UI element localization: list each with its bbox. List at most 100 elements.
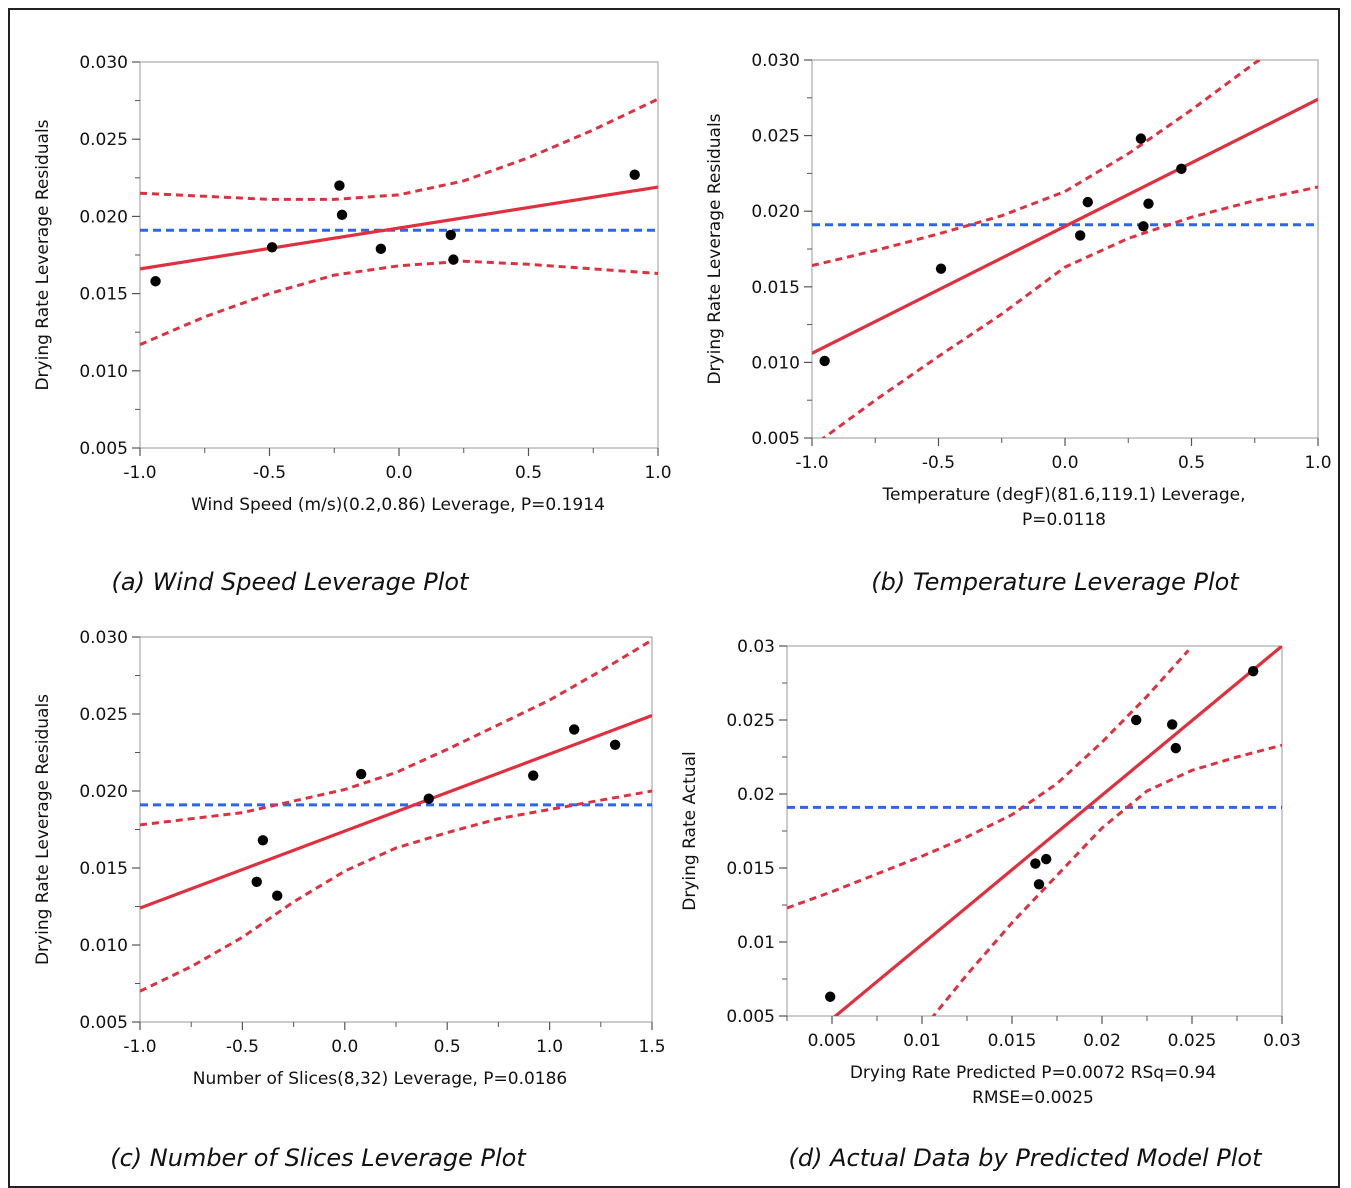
lower-confidence-curve (931, 743, 1282, 1016)
chart-panel-2: 0.005 0.010 0.015 0.020 0.025 0.030 -1.0 -0.5 0.… (705, 51, 1332, 596)
y-tick-label: 0.010 (79, 936, 128, 956)
fit-line (140, 185, 658, 271)
y-tick-label: 0.005 (79, 1013, 128, 1033)
x-tick-label: 0.03 (1263, 1031, 1301, 1051)
figure-frame (8, 8, 1340, 1188)
upper-confidence-curve (140, 97, 658, 201)
x-tick-label: 0.5 (515, 463, 542, 483)
data-point (1033, 879, 1045, 890)
x-tick-label: 0.0 (1051, 453, 1078, 473)
data-point (1135, 133, 1147, 144)
y-tick-label: 0.010 (751, 353, 800, 373)
x-axis-label: Temperature (degF)(81.6,119.1) Leverage, (882, 485, 1246, 505)
y-tick-label: 0.005 (79, 439, 128, 459)
lower-confidence-curve (821, 185, 1318, 438)
x-axis-label: P=0.0118 (1022, 510, 1106, 530)
y-tick-label: 0.025 (79, 705, 128, 725)
x-tick-label: 0.02 (1083, 1031, 1121, 1051)
data-point (1131, 714, 1142, 726)
plot-area (139, 636, 653, 1023)
data-point (272, 890, 283, 901)
data-point (528, 770, 539, 781)
data-point (1167, 719, 1178, 730)
x-tick-label: -0.5 (922, 453, 955, 473)
data-point (355, 768, 367, 780)
upper-confidence-curve (140, 638, 652, 827)
data-point (1041, 853, 1052, 865)
y-axis-label: Drying Rate Leverage Residuals (705, 113, 725, 384)
y-axis-label: Drying Rate Leverage Residuals (33, 119, 53, 390)
data-point (1248, 665, 1259, 677)
data-point (251, 876, 262, 888)
panel-caption: (d) Actual Data by Predicted Model Plot (789, 1144, 1264, 1172)
data-point (935, 263, 947, 274)
fit-line (812, 97, 1318, 355)
x-axis-label: Drying Rate Predicted P=0.0072 RSq=0.94 (850, 1063, 1216, 1083)
x-tick-label: -1.0 (123, 1037, 156, 1057)
x-axis-label: Wind Speed (m/s)(0.2,0.86) Leverage, P=0… (191, 495, 605, 515)
data-point (336, 209, 348, 221)
x-tick-label: -1.0 (795, 453, 828, 473)
x-axis-label: Number of Slices(8,32) Leverage, P=0.018… (193, 1069, 568, 1089)
x-tick-label: 0.5 (1178, 453, 1205, 473)
data-point (150, 276, 161, 287)
data-point (445, 229, 456, 241)
data-point (375, 243, 387, 255)
y-tick-label: 0.020 (79, 207, 128, 227)
x-tick-label: -0.5 (253, 463, 286, 483)
y-tick-label: 0.030 (79, 53, 128, 73)
plot-marks (812, 60, 1318, 438)
panel-caption: (c) Number of Slices Leverage Plot (110, 1144, 527, 1172)
data-point (1030, 858, 1041, 869)
y-tick-label: 0.025 (79, 130, 128, 150)
data-point (1170, 742, 1182, 754)
y-tick-label: 0.030 (751, 51, 800, 71)
panel-caption: (a) Wind Speed Leverage Plot (112, 568, 471, 596)
y-tick-label: 0.015 (79, 859, 128, 879)
x-tick-label: 0.0 (331, 1037, 358, 1057)
x-tick-label: 1.0 (536, 1037, 563, 1057)
y-tick-label: 0.025 (751, 127, 800, 147)
y-tick-label: 0.03 (737, 637, 775, 657)
data-point (257, 835, 269, 846)
plot-area (139, 61, 659, 449)
data-point (1082, 196, 1093, 208)
x-axis-label: RMSE=0.0025 (972, 1088, 1094, 1108)
x-tick-label: 0.025 (1168, 1031, 1217, 1051)
y-tick-label: 0.005 (726, 1007, 775, 1027)
x-tick-label: 0.005 (808, 1031, 857, 1051)
chart-panel-4: 0.005 0.01 0.015 0.02 0.025 0.03 0.005 0.01 0.01… (680, 637, 1301, 1172)
data-point (825, 991, 836, 1002)
data-point (609, 739, 621, 750)
x-tick-label: 0.0 (385, 463, 412, 483)
data-point (1074, 230, 1086, 241)
chart-panel-3: 0.005 0.010 0.015 0.020 0.025 0.030 -1.0 -0.5 0.… (33, 628, 666, 1172)
data-point (448, 254, 459, 265)
data-point (1143, 198, 1154, 209)
data-point (1138, 221, 1149, 232)
fit-line (833, 646, 1282, 1016)
panel-caption: (b) Temperature Leverage Plot (871, 568, 1240, 596)
x-tick-label: 0.015 (988, 1031, 1037, 1051)
x-tick-label: 1.0 (1304, 453, 1331, 473)
y-tick-label: 0.020 (79, 782, 128, 802)
y-tick-label: 0.015 (726, 859, 775, 879)
y-tick-label: 0.025 (726, 711, 775, 731)
upper-confidence-curve (812, 60, 1263, 268)
data-point (629, 169, 640, 180)
x-tick-label: 0.01 (903, 1031, 941, 1051)
y-tick-label: 0.01 (737, 933, 775, 953)
plot-marks (787, 646, 1282, 1016)
y-tick-label: 0.030 (79, 628, 128, 648)
data-point (1176, 163, 1187, 175)
chart-panel-1: 0.005 0.010 0.015 0.020 0.025 0.030 -1.0 -0.5 0.… (33, 53, 672, 596)
x-tick-label: -0.5 (226, 1037, 259, 1057)
y-axis-label: Drying Rate Actual (680, 751, 700, 910)
y-tick-label: 0.02 (737, 785, 775, 805)
y-axis-label: Drying Rate Leverage Residuals (33, 694, 53, 965)
data-point (819, 355, 830, 367)
lower-confidence-curve (140, 789, 652, 993)
lower-confidence-curve (140, 259, 658, 346)
y-tick-label: 0.010 (79, 362, 128, 382)
